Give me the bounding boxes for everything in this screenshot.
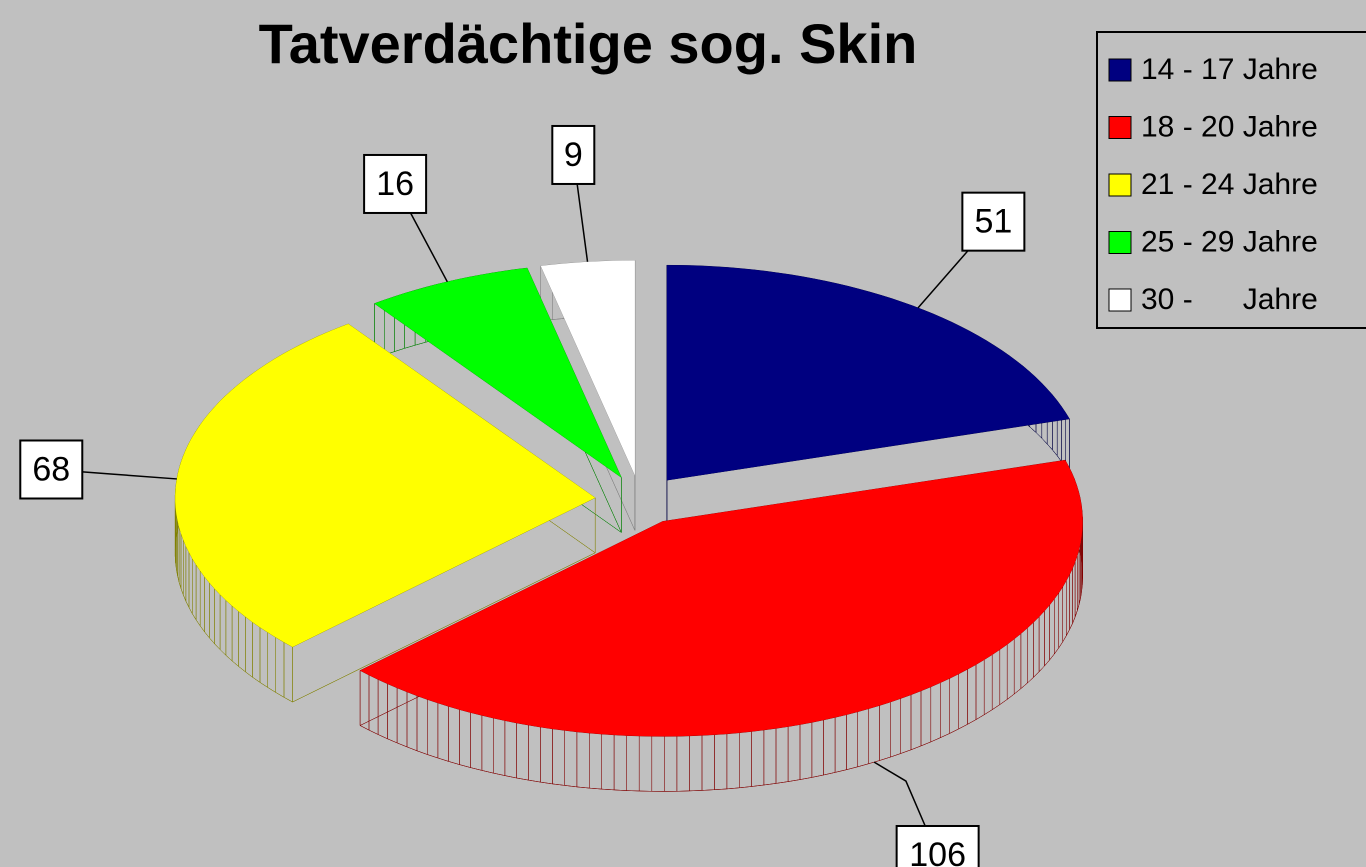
- data-label: 68: [32, 450, 70, 488]
- data-label-box: [19, 439, 84, 500]
- legend-swatch: [1108, 116, 1132, 139]
- legend-label: 30 - Jahre: [1141, 283, 1318, 316]
- legend-box: [1096, 31, 1366, 329]
- data-label-box: [551, 124, 596, 185]
- data-label-box: [895, 824, 980, 867]
- legend-label: 21 - 24 Jahre: [1141, 168, 1318, 201]
- legend-label: 14 - 17 Jahre: [1141, 53, 1318, 86]
- slice: [374, 268, 622, 478]
- legend-label: 18 - 20 Jahre: [1141, 110, 1318, 143]
- data-label: 9: [564, 136, 583, 174]
- chart-title: Tatverdächtige sog. Skin: [259, 12, 918, 75]
- data-label-box: [961, 191, 1026, 252]
- slice: [175, 323, 596, 647]
- slice: [540, 260, 635, 476]
- data-label: 106: [909, 836, 966, 867]
- legend-swatch: [1108, 231, 1132, 254]
- slice: [360, 460, 1083, 737]
- legend-swatch: [1108, 173, 1132, 197]
- data-label-box: [363, 153, 428, 214]
- legend-label: 25 - 29 Jahre: [1141, 225, 1318, 258]
- legend-swatch: [1108, 58, 1132, 82]
- data-label: 16: [376, 165, 414, 203]
- legend-swatch: [1108, 288, 1132, 312]
- slice: [666, 265, 1070, 481]
- data-label: 51: [974, 203, 1012, 241]
